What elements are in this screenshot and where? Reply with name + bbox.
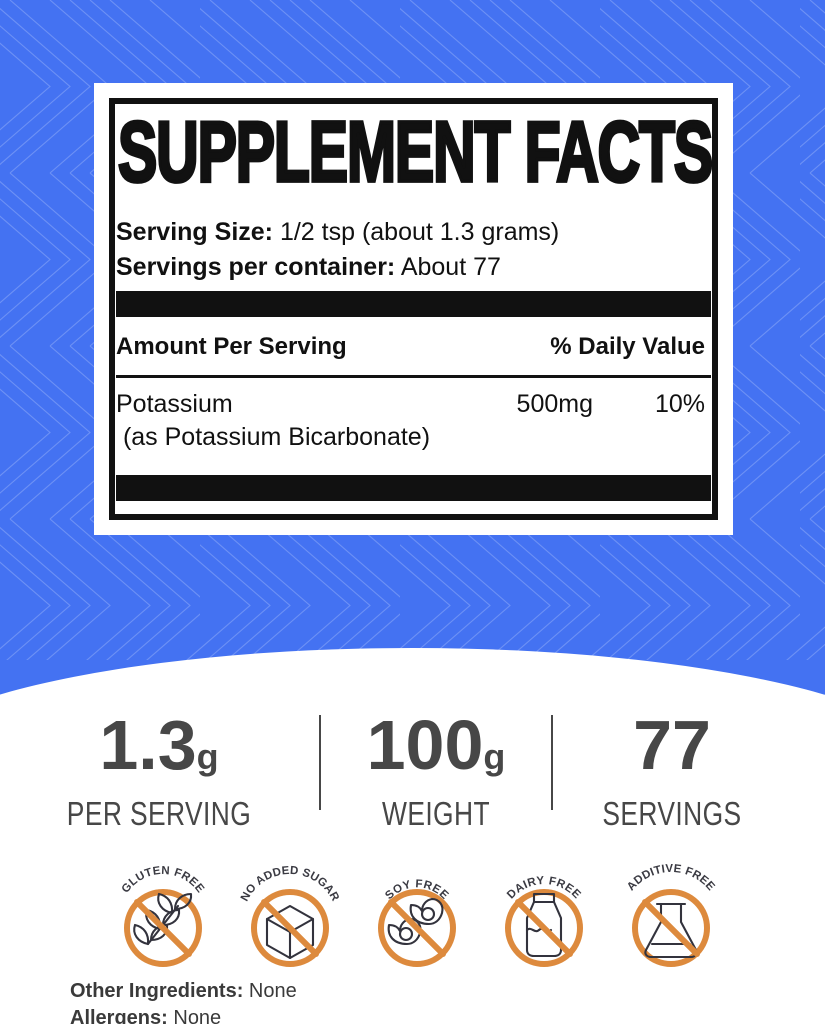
svg-text:NO ADDED SUGAR: NO ADDED SUGAR: [239, 865, 341, 904]
svg-text:ADDITIVE FREE: ADDITIVE FREE: [625, 863, 717, 893]
svg-text:DAIRY FREE: DAIRY FREE: [505, 875, 583, 901]
